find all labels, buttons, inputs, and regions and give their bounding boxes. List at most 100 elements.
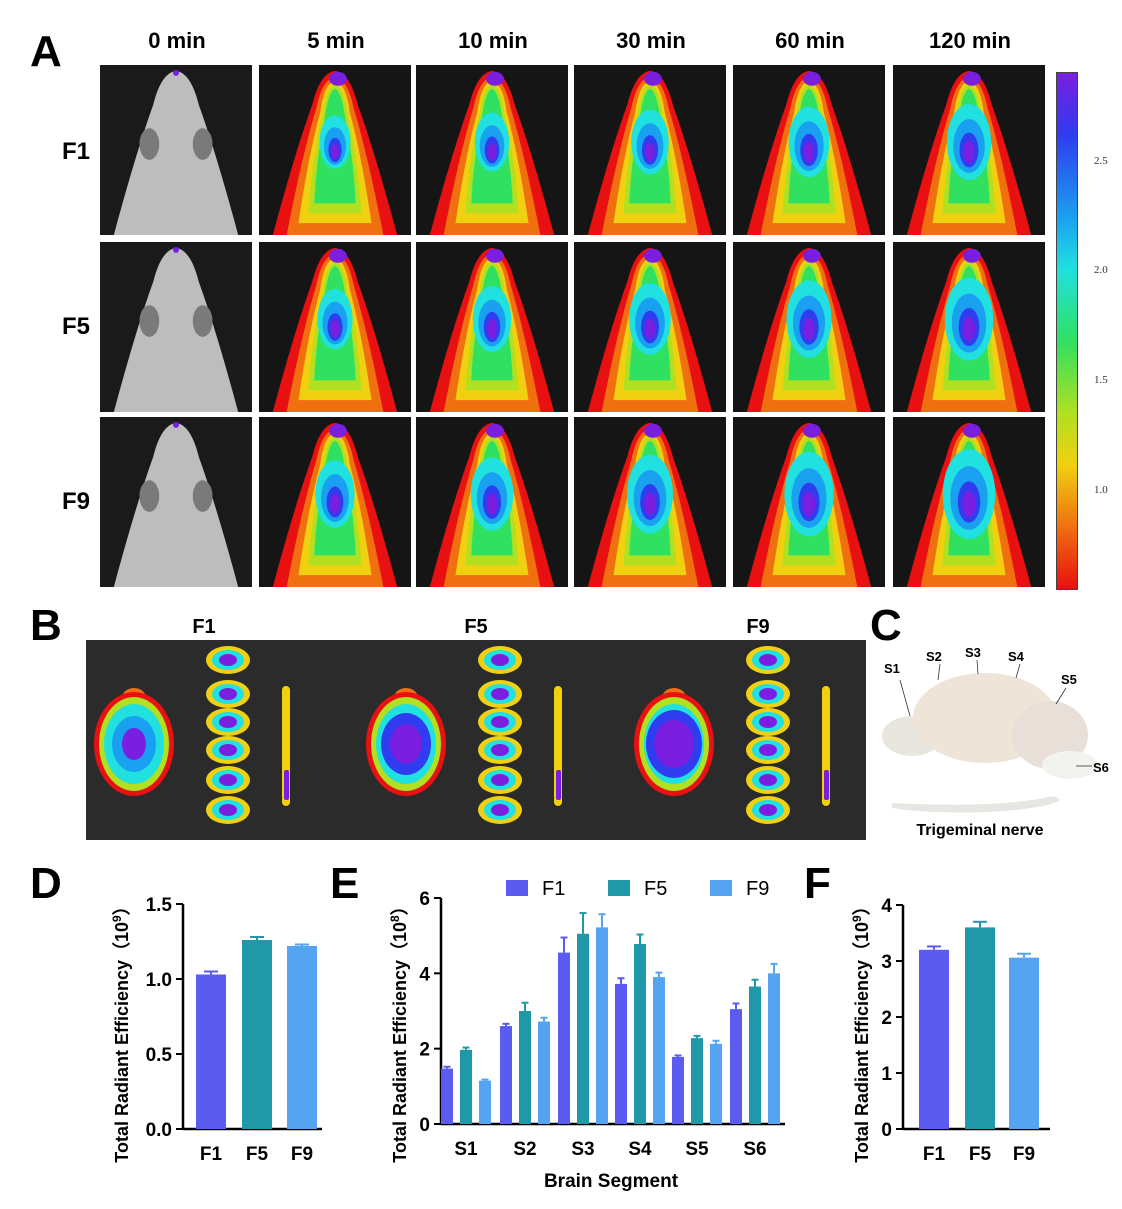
chart-d-bar-f5 [242,940,272,1129]
fluorescence-image [892,64,1046,236]
row-label-f5: F5 [61,313,90,340]
chart-e-legend-swatch-f9 [710,880,732,896]
chart-e-bar-f5-s5 [691,1038,703,1124]
trigeminal-nerve-caption: Trigeminal nerve [916,822,1044,839]
chart-f-y-tick-label: 3 [881,952,892,973]
colorbar-tick: 2.5 [1094,155,1108,167]
chart-e-bar-f1-s3 [558,952,570,1124]
fluorescence-image [415,64,569,236]
chart-f-ylabel: Total Radiant Efficiency（109） [850,897,872,1162]
chart-f-x-tick-label: F5 [969,1144,992,1165]
fluorescence-image [573,64,727,236]
panel-b-label-f9: F9 [746,616,770,638]
fluorescence-image [99,416,253,588]
chart-e-bar-f5-s2 [519,1011,531,1124]
chart-e-y-tick-label: 6 [419,889,430,910]
segment-label-s2: S2 [926,649,942,664]
chart-e-bar-f5-s4 [634,943,646,1124]
chart-e-bar-f5-s1 [460,1049,472,1124]
colorbar-tick: 2.0 [1094,264,1108,276]
chart-e-bar-f1-s5 [672,1056,684,1124]
chart-e-bar-f1-s6 [730,1009,742,1124]
chart-f-y-tick-label: 4 [881,896,892,917]
chart-d-bar-f1 [196,974,226,1129]
fluorescence-image [258,416,412,588]
fluorescence-image [732,241,886,413]
chart-e-x-tick-label: S4 [628,1139,652,1160]
brain-photo [870,640,1120,820]
chart-d-y-tick-label: 0.5 [146,1045,173,1066]
chart-d-y-tick-label: 1.0 [146,970,172,991]
chart-e-bar-f5-s3 [577,933,589,1124]
chart-d-y-tick-label: 0.0 [146,1120,172,1141]
chart-e-legend-label-f5: F5 [644,878,667,900]
fluorescence-image [99,64,253,236]
chart-e-x-tick-label: S1 [454,1139,478,1160]
chart-f-bar-f9 [1009,957,1039,1129]
row-label-f9: F9 [61,488,90,515]
fluorescence-image [732,64,886,236]
panel-b-label-f1: F1 [192,616,216,638]
chart-e-x-tick-label: S3 [571,1139,594,1160]
time-label-10: 10 min [458,28,528,53]
chart-f-bar-f5 [965,927,995,1129]
chart-f-bar-f1 [919,949,949,1129]
chart-e-legend-label-f9: F9 [746,878,769,900]
time-label-120: 120 min [929,28,1011,53]
segment-label-s4: S4 [1008,649,1024,664]
chart-e-bar-f9-s3 [596,927,608,1124]
chart-d-y-tick-label: 1.5 [146,895,173,916]
chart-e-bar-f5-s6 [749,986,761,1124]
chart-e-bar-f9-s6 [768,973,780,1124]
chart-e-bar-f1-s2 [500,1026,512,1124]
chart-e-y-tick-label: 0 [419,1115,430,1136]
chart-f-y-tick-label: 2 [881,1008,892,1029]
panel-label-b: B [30,601,62,650]
colorbar-tick: 1.5 [1094,374,1108,386]
panel-b-label-f5: F5 [464,616,488,638]
fluorescence-image [415,416,569,588]
panel-label-a: A [30,27,62,76]
chart-e-legend-swatch-f5 [608,880,630,896]
chart-e-y-tick-label: 4 [419,964,430,985]
fluorescence-image [573,416,727,588]
chart-e-ylabel: Total Radiant Efficiency（108） [388,897,410,1162]
chart-d-x-tick-label: F9 [291,1144,313,1165]
time-label-5: 5 min [307,28,365,53]
fluorescence-image [573,241,727,413]
chart-e-x-tick-label: S5 [685,1139,709,1160]
fluorescence-image [258,241,412,413]
fluorescence-image [99,241,253,413]
panel-label-c: C [870,601,902,650]
segment-label-s1: S1 [884,661,900,676]
panel-label-f: F [804,859,831,908]
segment-label-s3: S3 [965,645,981,660]
chart-d-x-tick-label: F1 [200,1144,223,1165]
fluorescence-image [415,241,569,413]
chart-d-ylabel: Total Radiant Efficiency（109） [110,897,132,1162]
chart-e-bar-f9-s1 [479,1080,491,1124]
chart-e-legend-label-f1: F1 [542,878,565,900]
chart-e-x-tick-label: S2 [513,1139,536,1160]
chart-f-y-tick-label: 1 [881,1064,892,1085]
colorbar [1056,72,1078,590]
ex-vivo-brain-image [86,640,866,840]
chart-f-x-tick-label: F9 [1013,1144,1035,1165]
panel-label-d: D [30,859,62,908]
chart-e-legend-swatch-f1 [506,880,528,896]
chart-d-x-tick-label: F5 [246,1144,269,1165]
time-label-60: 60 min [775,28,845,53]
chart-d-bar-f9 [287,946,317,1129]
segment-label-s5: S5 [1061,672,1077,687]
fluorescence-image [732,416,886,588]
panel-label-e: E [330,859,360,908]
row-label-f1: F1 [61,138,90,165]
chart-e-x-tick-label: S6 [743,1139,766,1160]
chart-e-bar-f1-s4 [615,983,627,1124]
chart-e-bar-f9-s2 [538,1021,550,1124]
chart-f-y-tick-label: 0 [881,1120,892,1141]
fluorescence-image [258,64,412,236]
fluorescence-image [892,416,1046,588]
colorbar-tick: 1.0 [1094,484,1108,496]
